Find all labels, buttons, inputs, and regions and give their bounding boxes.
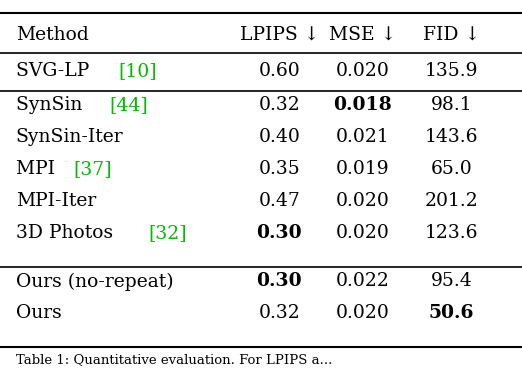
Text: 135.9: 135.9 <box>425 62 478 80</box>
Text: 0.020: 0.020 <box>336 304 390 322</box>
Text: 3D Photos: 3D Photos <box>16 224 119 242</box>
Text: 0.018: 0.018 <box>334 96 392 114</box>
Text: 0.022: 0.022 <box>336 272 390 290</box>
Text: LPIPS ↓: LPIPS ↓ <box>240 26 319 44</box>
Text: 65.0: 65.0 <box>431 160 472 178</box>
Text: SynSin-Iter: SynSin-Iter <box>16 128 123 146</box>
Text: 0.60: 0.60 <box>258 62 300 80</box>
Text: 0.47: 0.47 <box>258 192 300 210</box>
Text: [44]: [44] <box>109 96 148 114</box>
Text: SVG-LP: SVG-LP <box>16 62 95 80</box>
Text: FID ↓: FID ↓ <box>423 26 480 44</box>
Text: MSE ↓: MSE ↓ <box>329 26 397 44</box>
Text: 0.020: 0.020 <box>336 192 390 210</box>
Text: [10]: [10] <box>118 62 157 80</box>
Text: 0.021: 0.021 <box>336 128 389 146</box>
Text: 0.30: 0.30 <box>256 272 302 290</box>
Text: Table 1: Quantitative evaluation. For LPIPS a...: Table 1: Quantitative evaluation. For LP… <box>16 353 332 367</box>
Text: 0.019: 0.019 <box>336 160 389 178</box>
Text: 0.32: 0.32 <box>258 96 300 114</box>
Text: SynSin: SynSin <box>16 96 88 114</box>
Text: Ours (no-repeat): Ours (no-repeat) <box>16 272 173 291</box>
Text: 0.020: 0.020 <box>336 224 390 242</box>
Text: MPI: MPI <box>16 160 61 178</box>
Text: 201.2: 201.2 <box>425 192 478 210</box>
Text: 0.40: 0.40 <box>258 128 300 146</box>
Text: MPI-Iter: MPI-Iter <box>16 192 96 210</box>
Text: [32]: [32] <box>149 224 187 242</box>
Text: 95.4: 95.4 <box>431 272 472 290</box>
Text: 0.30: 0.30 <box>256 224 302 242</box>
Text: 0.020: 0.020 <box>336 62 390 80</box>
Text: Ours: Ours <box>16 304 62 322</box>
Text: 98.1: 98.1 <box>431 96 472 114</box>
Text: 123.6: 123.6 <box>425 224 478 242</box>
Text: 50.6: 50.6 <box>429 304 474 322</box>
Text: 0.35: 0.35 <box>258 160 300 178</box>
Text: Method: Method <box>16 26 88 44</box>
Text: [37]: [37] <box>74 160 112 178</box>
Text: 143.6: 143.6 <box>425 128 478 146</box>
Text: 0.32: 0.32 <box>258 304 300 322</box>
